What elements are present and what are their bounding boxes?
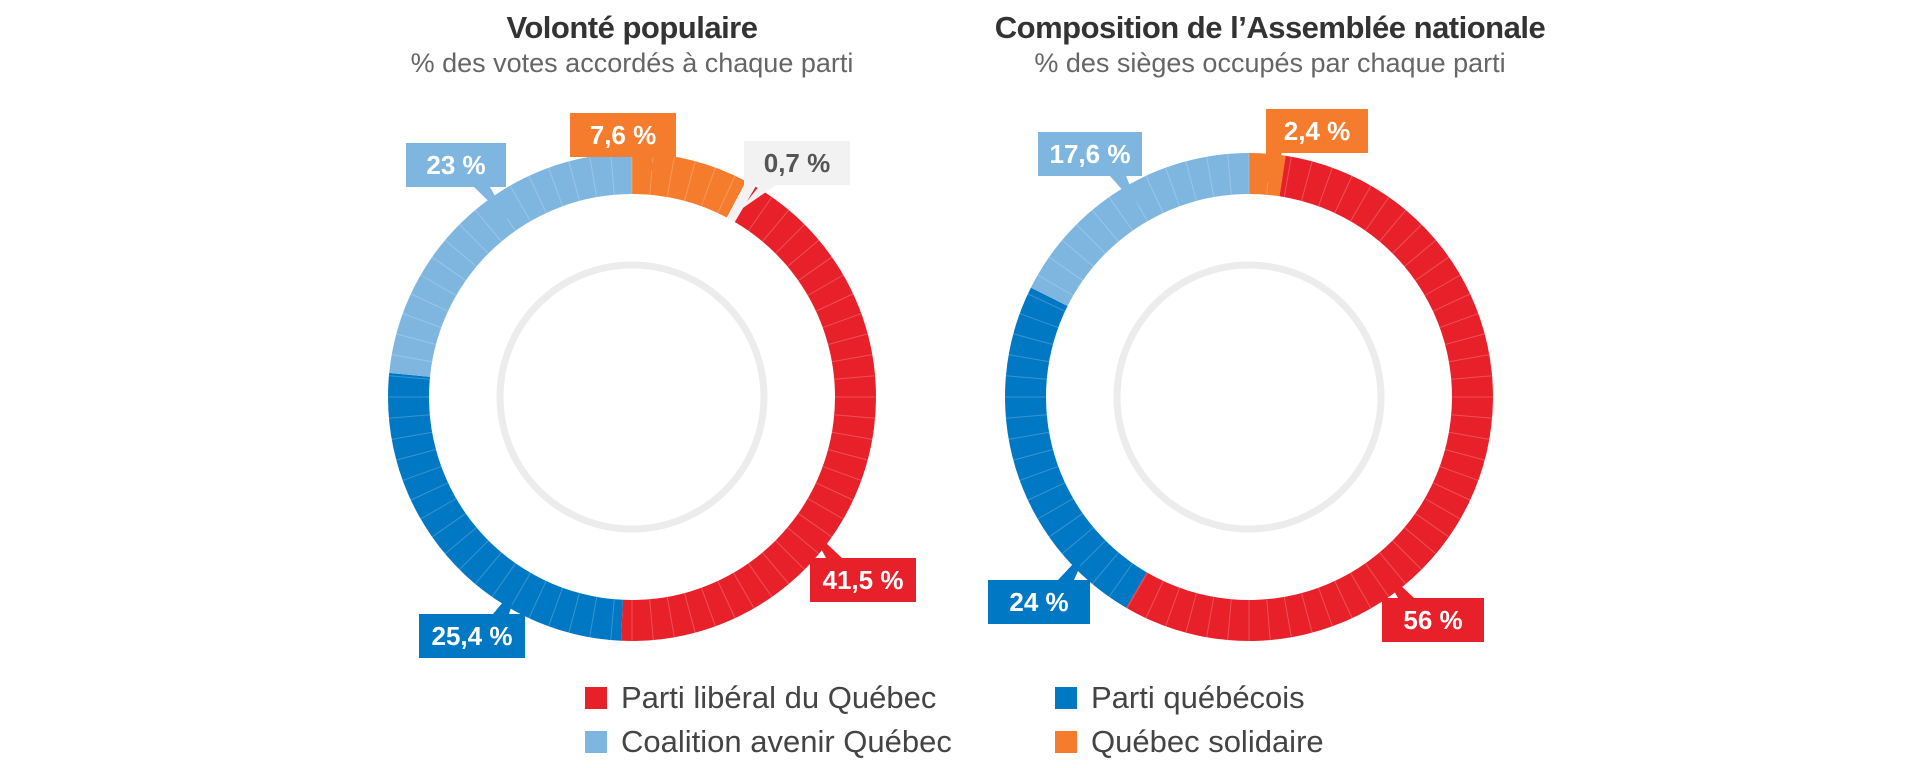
chart-2-donut: 2,4 % 56 % 24 % 17,6 % xyxy=(988,109,1493,642)
chart-1-label-quebec-solidaire: 7,6 % xyxy=(590,120,657,150)
legend-swatch-caq xyxy=(585,731,607,753)
chart-1-callout-other: 0,7 % xyxy=(740,141,850,210)
chart-1-subtitle: % des votes accordés à chaque parti xyxy=(410,48,854,78)
chart-2-slice-coalition-avenir-quebec xyxy=(1030,153,1249,306)
chart-1-callout-coalition-avenir-quebec: 23 % xyxy=(406,143,508,220)
chart-2-slice-parti-liberal-du-quebec xyxy=(1126,155,1493,641)
chart-1-slice-quebec-solidaire xyxy=(632,153,747,218)
chart-2-callout-coalition-avenir-quebec: 17,6 % xyxy=(1038,132,1142,210)
chart-2-title: Composition de l’Assemblée nationale xyxy=(994,10,1546,45)
chart-2-segment-dividers xyxy=(1005,153,1493,641)
chart-1-callout-parti-liberal-du-quebec: 41,5 % xyxy=(810,528,916,602)
legend-item-plq: Parti libéral du Québec xyxy=(585,680,1055,716)
chart-2-callout-quebec-solidaire: 2,4 % xyxy=(1266,109,1368,186)
chart-1-label-coalition-avenir-quebec: 23 % xyxy=(426,150,485,180)
chart-1-slice-parti-quebecois xyxy=(387,372,623,641)
chart-2-subtitle: % des sièges occupés par chaque parti xyxy=(1034,48,1506,78)
chart-1-inner-ring xyxy=(496,261,768,533)
legend-label-pq: Parti québécois xyxy=(1091,680,1305,715)
chart-1-callout-quebec-solidaire: 7,6 % xyxy=(570,113,676,178)
legend-label-plq: Parti libéral du Québec xyxy=(621,680,937,715)
legend-item-pq: Parti québécois xyxy=(1055,680,1395,716)
chart-2-label-coalition-avenir-quebec: 17,6 % xyxy=(1050,139,1131,169)
legend-item-caq: Coalition avenir Québec xyxy=(585,724,1055,760)
chart-1-label-other: 0,7 % xyxy=(764,148,831,178)
chart-1-title: Volonté populaire xyxy=(506,10,759,45)
legend-label-qs: Québec solidaire xyxy=(1091,724,1324,759)
chart-2-inner-ring xyxy=(1113,261,1385,533)
legend-swatch-pq xyxy=(1055,687,1077,709)
chart-1-slice-coalition-avenir-quebec xyxy=(389,153,632,377)
legend-swatch-plq xyxy=(585,687,607,709)
chart-1-segment-dividers xyxy=(388,153,876,641)
chart-1-label-parti-liberal-du-quebec: 41,5 % xyxy=(823,565,904,595)
legend: Parti libéral du Québec Parti québécois … xyxy=(585,680,1395,760)
legend-swatch-qs xyxy=(1055,731,1077,753)
legend-label-caq: Coalition avenir Québec xyxy=(621,724,952,759)
chart-2-callout-parti-quebecois: 24 % xyxy=(988,548,1090,624)
chart-1-slice-other xyxy=(726,181,756,222)
chart-2-label-quebec-solidaire: 2,4 % xyxy=(1284,116,1351,146)
chart-1-donut: 7,6 % 0,7 % 41,5 % 25,4 % 23 % xyxy=(387,113,916,658)
chart-1-slice-parti-liberal-du-quebec xyxy=(621,186,876,641)
chart-2-label-parti-liberal-du-quebec: 56 % xyxy=(1403,605,1462,635)
chart-2-callout-parti-liberal-du-quebec: 56 % xyxy=(1380,566,1484,642)
chart-2-label-parti-quebecois: 24 % xyxy=(1009,587,1068,617)
chart-1-label-parti-quebecois: 25,4 % xyxy=(432,621,513,651)
chart-1-callout-parti-quebecois: 25,4 % xyxy=(419,583,525,658)
legend-item-qs: Québec solidaire xyxy=(1055,724,1395,760)
chart-2-slice-parti-quebecois xyxy=(1005,287,1147,608)
